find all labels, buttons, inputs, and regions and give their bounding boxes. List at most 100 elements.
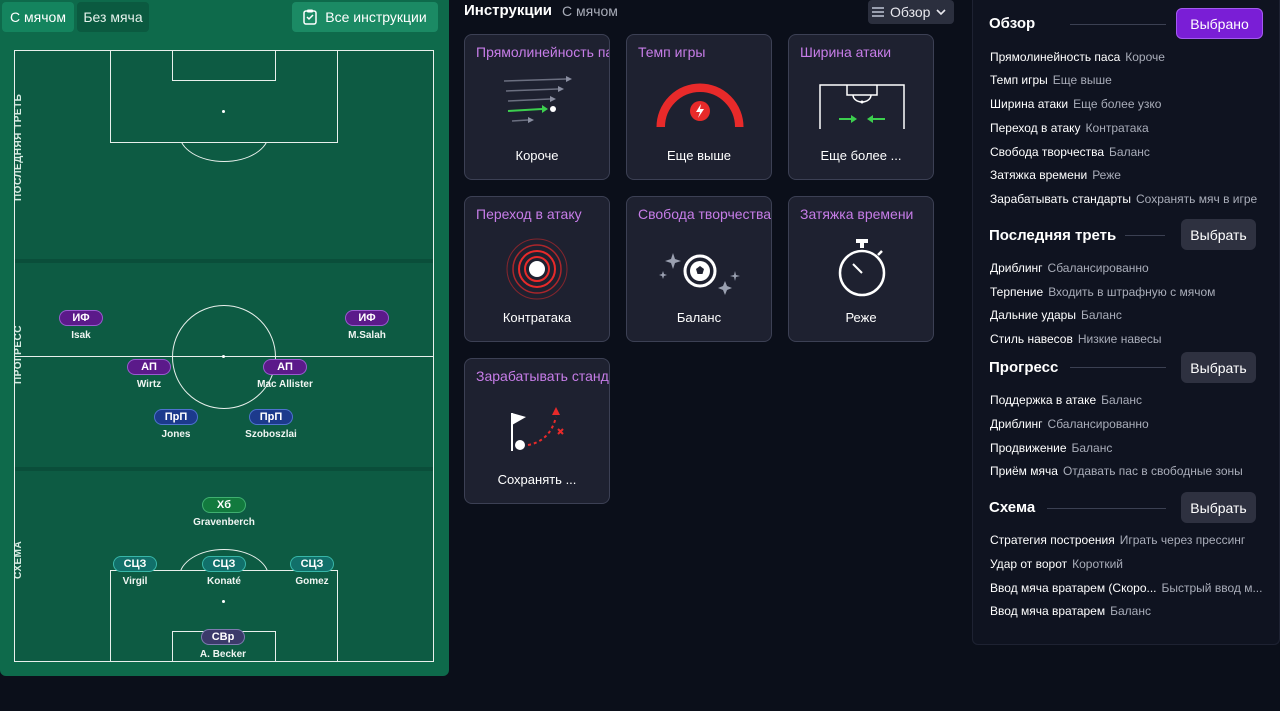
player-name: M.Salah bbox=[348, 330, 386, 341]
view-select-label: Обзор bbox=[890, 4, 931, 20]
card-value: Баланс bbox=[676, 310, 722, 325]
list-icon bbox=[872, 7, 884, 17]
scheme-select-button[interactable]: Выбрать bbox=[1181, 492, 1256, 523]
summary-row: Ввод мяча вратарем (Скоро... Быстрый ввод… bbox=[990, 581, 1263, 595]
divider bbox=[1047, 508, 1166, 509]
player-name: Konaté bbox=[207, 576, 241, 587]
all-instructions-button[interactable]: Все инструкции bbox=[292, 2, 438, 32]
divider bbox=[1070, 24, 1166, 25]
player-name: Gomez bbox=[295, 576, 329, 587]
zone-divider bbox=[15, 467, 433, 471]
card-value: Еще более ... bbox=[820, 148, 902, 163]
section-title-final-third: Последняя треть bbox=[989, 227, 1117, 244]
position-badge: ИФ bbox=[59, 310, 103, 326]
position-badge: СЦЗ bbox=[113, 556, 157, 572]
player-name: Mac Allister bbox=[257, 379, 313, 390]
player-jones[interactable]: ПрП Jones bbox=[131, 409, 221, 440]
instructions-panel: Инструкции С мячом Обзор Прямолинейность… bbox=[458, 0, 958, 520]
summary-row: Дриблинг Сбалансированно bbox=[990, 417, 1149, 431]
summary-row: Стиль навесов Низкие навесы bbox=[990, 332, 1162, 346]
player-becker[interactable]: СВр A. Becker bbox=[178, 629, 268, 660]
summary-row: Поддержка в атаке Баланс bbox=[990, 393, 1143, 407]
position-badge: ПрП bbox=[154, 409, 198, 425]
tab-with-ball[interactable]: С мячом bbox=[2, 2, 74, 32]
overview-selected-button[interactable]: Выбрано bbox=[1176, 8, 1263, 39]
card-value: Сохранять ... bbox=[497, 472, 577, 487]
summary-row: Затяжка времени Реже bbox=[990, 168, 1121, 182]
tab-without-ball[interactable]: Без мяча bbox=[77, 2, 149, 32]
summary-row: Приём мяча Отдавать пас в свободные зоны bbox=[990, 464, 1243, 478]
player-mac-allister[interactable]: АП Mac Allister bbox=[240, 359, 330, 390]
final-third-select-button[interactable]: Выбрать bbox=[1181, 219, 1256, 250]
summary-row: Стратегия построения Играть через прессин… bbox=[990, 533, 1246, 547]
card-title: Переход в атаку bbox=[476, 206, 582, 222]
divider bbox=[1070, 367, 1166, 368]
card-attack-width[interactable]: Ширина атаки Еще более ... bbox=[788, 34, 934, 180]
player-name: Jones bbox=[161, 429, 191, 440]
player-name: Virgil bbox=[122, 576, 148, 587]
player-name: Wirtz bbox=[136, 379, 162, 390]
instructions-subtitle: С мячом bbox=[562, 3, 618, 19]
player-name: Gravenberch bbox=[193, 517, 255, 528]
position-badge: СЦЗ bbox=[202, 556, 246, 572]
player-isak[interactable]: ИФ Isak bbox=[36, 310, 126, 341]
card-value: Еще выше bbox=[667, 148, 731, 163]
player-name: A. Becker bbox=[199, 649, 247, 660]
bottom-penalty-spot bbox=[222, 600, 225, 603]
card-time-wasting[interactable]: Затяжка времени Реже bbox=[788, 196, 934, 342]
summary-row: Дриблинг Сбалансированно bbox=[990, 261, 1149, 275]
view-select[interactable]: Обзор bbox=[868, 0, 954, 24]
card-creative-freedom[interactable]: Свобода творчества Баланс bbox=[626, 196, 772, 342]
card-title: Затяжка времени bbox=[800, 206, 914, 222]
summary-row: Удар от ворот Короткий bbox=[990, 557, 1124, 571]
summary-row: Продвижение Баланс bbox=[990, 441, 1113, 455]
player-virgil[interactable]: СЦЗ Virgil bbox=[90, 556, 180, 587]
card-title: Темп игры bbox=[638, 44, 706, 60]
card-transition[interactable]: Переход в атаку Контратака bbox=[464, 196, 610, 342]
section-title-progress: Прогресс bbox=[989, 359, 1059, 376]
summary-row: Терпение Входить в штрафную с мячом bbox=[990, 285, 1216, 299]
center-circle bbox=[172, 305, 276, 409]
football-pitch: ПОСЛЕДНЯЯ ТРЕТЬ ПРОГРЕСС СХЕМА ИФ Isak И… bbox=[14, 50, 434, 662]
divider bbox=[1125, 235, 1165, 236]
top-penalty-spot bbox=[222, 110, 225, 113]
zone-label-final-third: ПОСЛЕДНЯЯ ТРЕТЬ bbox=[14, 93, 24, 201]
position-badge: АП bbox=[127, 359, 171, 375]
summary-row: Переход в атаку Контратака bbox=[990, 121, 1149, 135]
card-pass-directness[interactable]: Прямолинейность паса Короче bbox=[464, 34, 610, 180]
zone-divider bbox=[15, 259, 433, 263]
center-spot bbox=[222, 355, 225, 358]
all-instructions-label: Все инструкции bbox=[325, 9, 427, 25]
player-gomez[interactable]: СЦЗ Gomez bbox=[267, 556, 357, 587]
clipboard-icon bbox=[303, 9, 318, 25]
summary-row: Прямолинейность паса Короче bbox=[990, 50, 1165, 64]
top-penalty-box bbox=[110, 51, 338, 143]
creative-freedom-ball-icon bbox=[659, 253, 740, 295]
summary-row: Ввод мяча вратарем Баланс bbox=[990, 604, 1151, 618]
card-title: Зарабатывать стандарты bbox=[476, 368, 609, 384]
progress-select-button[interactable]: Выбрать bbox=[1181, 352, 1256, 383]
summary-row: Темп игры Еще выше bbox=[990, 73, 1112, 87]
position-badge: АП bbox=[263, 359, 307, 375]
tempo-gauge-icon bbox=[656, 83, 744, 128]
card-value: Короче bbox=[515, 148, 559, 163]
card-value: Контратака bbox=[502, 310, 572, 325]
summary-row: Свобода творчества Баланс bbox=[990, 145, 1150, 159]
position-badge: ИФ bbox=[345, 310, 389, 326]
instructions-title: Инструкции bbox=[464, 2, 553, 19]
pass-directness-icon bbox=[503, 76, 572, 123]
player-gravenberch[interactable]: Хб Gravenberch bbox=[179, 497, 269, 528]
card-tempo[interactable]: Темп игры Еще выше bbox=[626, 34, 772, 180]
zone-label-progress: ПРОГРЕСС bbox=[14, 325, 24, 384]
top-goal-box bbox=[172, 51, 276, 81]
player-salah[interactable]: ИФ M.Salah bbox=[322, 310, 412, 341]
player-name: Isak bbox=[71, 330, 91, 341]
player-wirtz[interactable]: АП Wirtz bbox=[104, 359, 194, 390]
card-set-pieces[interactable]: Зарабатывать стандарты Сохранять ... bbox=[464, 358, 610, 504]
player-szoboszlai[interactable]: ПрП Szoboszlai bbox=[226, 409, 316, 440]
player-konate[interactable]: СЦЗ Konaté bbox=[179, 556, 269, 587]
position-badge: СВр bbox=[201, 629, 245, 645]
summary-row: Зарабатывать стандарты Сохранять мяч в иг… bbox=[990, 192, 1258, 206]
summary-panel: Обзор Выбрано Прямолинейность паса Короче… bbox=[972, 0, 1280, 645]
